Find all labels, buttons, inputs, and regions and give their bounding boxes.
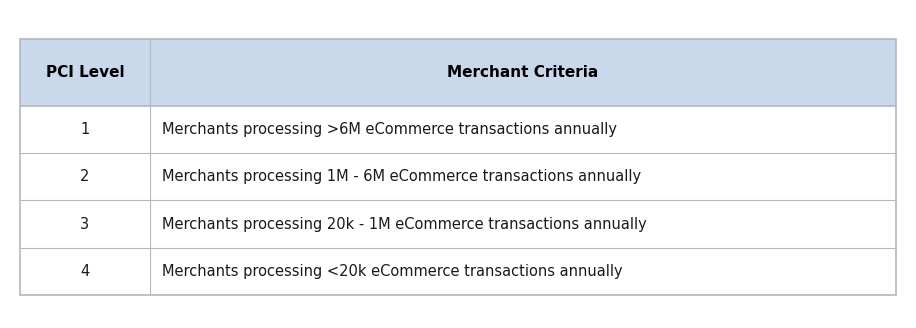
FancyBboxPatch shape — [20, 39, 896, 106]
Text: Merchants processing 1M - 6M eCommerce transactions annually: Merchants processing 1M - 6M eCommerce t… — [161, 169, 641, 184]
Text: Merchants processing <20k eCommerce transactions annually: Merchants processing <20k eCommerce tran… — [161, 264, 622, 279]
Text: 4: 4 — [81, 264, 90, 279]
Text: 3: 3 — [81, 216, 90, 232]
FancyBboxPatch shape — [20, 248, 896, 295]
FancyBboxPatch shape — [20, 106, 896, 153]
Text: 1: 1 — [81, 122, 90, 137]
FancyBboxPatch shape — [20, 39, 896, 295]
FancyBboxPatch shape — [20, 153, 896, 200]
Text: 2: 2 — [81, 169, 90, 184]
Text: Merchants processing >6M eCommerce transactions annually: Merchants processing >6M eCommerce trans… — [161, 122, 616, 137]
FancyBboxPatch shape — [20, 200, 896, 248]
Text: PCI Level: PCI Level — [46, 65, 125, 80]
Text: Merchant Criteria: Merchant Criteria — [447, 65, 598, 80]
Text: Merchants processing 20k - 1M eCommerce transactions annually: Merchants processing 20k - 1M eCommerce … — [161, 216, 647, 232]
